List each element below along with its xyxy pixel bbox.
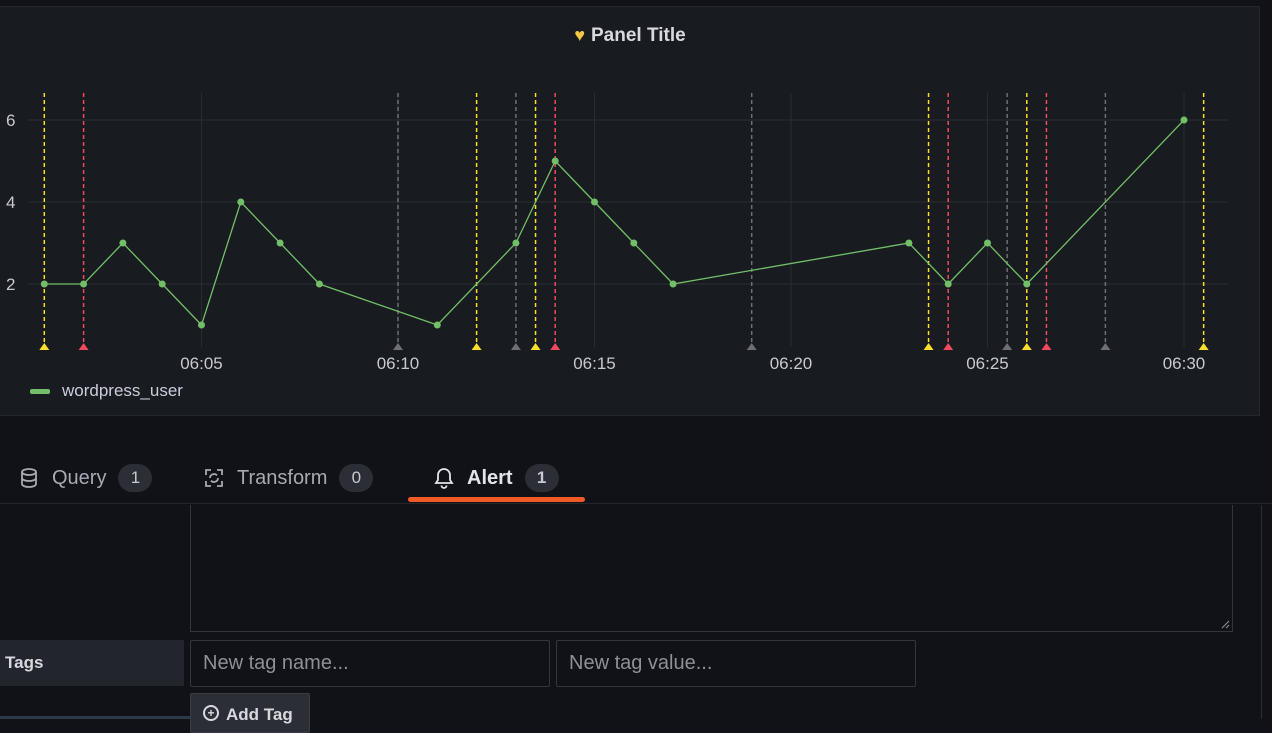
data-point — [944, 280, 952, 288]
annotation-marker — [1041, 343, 1052, 350]
data-point — [198, 321, 205, 329]
data-point — [433, 321, 441, 329]
tags-label: Tags — [0, 640, 184, 686]
panel-title[interactable]: ♥ Panel Title — [0, 25, 1260, 47]
editor-tabs: Query 1 Transform 0 Alert 1 — [0, 440, 1272, 504]
y-tick-label: 2 — [6, 275, 15, 294]
tag-value-input[interactable] — [556, 640, 916, 687]
annotation-marker — [471, 343, 482, 350]
data-point — [237, 198, 245, 206]
data-point — [158, 280, 166, 288]
x-tick-label: 06:25 — [966, 354, 1009, 373]
annotation-marker — [943, 343, 954, 350]
data-point — [1180, 116, 1188, 124]
x-tick-label: 06:05 — [180, 354, 223, 373]
add-tag-label: Add Tag — [226, 705, 293, 724]
scroll-edge — [0, 716, 190, 719]
active-tab-indicator — [408, 497, 585, 502]
heart-icon: ♥ — [574, 25, 585, 45]
data-point — [80, 280, 88, 288]
data-point — [276, 239, 284, 247]
annotation-marker — [39, 343, 50, 350]
data-point — [551, 157, 559, 165]
y-tick-label: 6 — [6, 111, 15, 130]
resize-grip-icon[interactable] — [1220, 619, 1230, 629]
chart[interactable]: 2 4 6 06:05 06:10 06:15 06:20 06:25 06:30 — [0, 7, 1260, 417]
x-tick-label: 06:10 — [377, 354, 420, 373]
annotation-marker — [530, 343, 541, 350]
tab-query-label: Query — [52, 466, 107, 489]
transform-icon — [203, 467, 225, 489]
data-point — [630, 239, 638, 247]
annotation-marker — [78, 343, 89, 350]
series-line-wordpress_user — [44, 119, 1185, 327]
annotation-marker — [923, 343, 934, 350]
tag-name-input[interactable] — [190, 640, 550, 687]
legend-item[interactable]: wordpress_user — [30, 381, 183, 401]
panel-title-text: Panel Title — [591, 25, 686, 46]
annotation-marker — [1002, 343, 1013, 350]
tab-query[interactable]: Query 1 — [18, 462, 153, 494]
annotation-marker — [510, 343, 521, 350]
tab-transform[interactable]: Transform 0 — [203, 462, 374, 494]
legend-swatch — [30, 388, 50, 394]
x-tick-label: 06:15 — [573, 354, 616, 373]
annotation-marker — [550, 343, 561, 350]
data-point — [512, 239, 520, 247]
annotation-marker — [393, 343, 403, 350]
annotation-marker — [746, 343, 757, 350]
add-tag-button[interactable]: + Add Tag — [190, 693, 310, 733]
data-point — [984, 239, 991, 247]
bell-icon — [433, 467, 455, 489]
data-point — [905, 239, 913, 247]
alert-message-textarea[interactable] — [190, 505, 1233, 632]
x-tick-label: 06:20 — [770, 354, 813, 373]
data-point — [119, 239, 127, 247]
y-tick-label: 4 — [6, 193, 15, 212]
data-point — [1023, 280, 1031, 288]
tab-alert-label: Alert — [467, 466, 513, 489]
data-point — [591, 198, 598, 206]
graph-panel: 2 4 6 06:05 06:10 06:15 06:20 06:25 06:30 ♥ Panel… — [0, 6, 1260, 416]
annotation-marker — [1100, 343, 1111, 350]
data-point — [669, 280, 677, 288]
tab-transform-count: 0 — [339, 464, 374, 492]
annotation-marker — [1198, 343, 1209, 350]
x-tick-label: 06:30 — [1163, 354, 1206, 373]
alert-editor — [0, 505, 1262, 719]
tab-alert-count: 1 — [524, 464, 559, 492]
legend-label: wordpress_user — [62, 381, 183, 400]
tab-alert[interactable]: Alert 1 — [433, 462, 559, 494]
data-point — [40, 280, 48, 288]
annotation-marker — [1021, 343, 1032, 350]
data-point — [315, 280, 323, 288]
database-icon — [18, 467, 40, 489]
tab-transform-label: Transform — [237, 466, 328, 489]
tab-query-count: 1 — [118, 464, 153, 492]
